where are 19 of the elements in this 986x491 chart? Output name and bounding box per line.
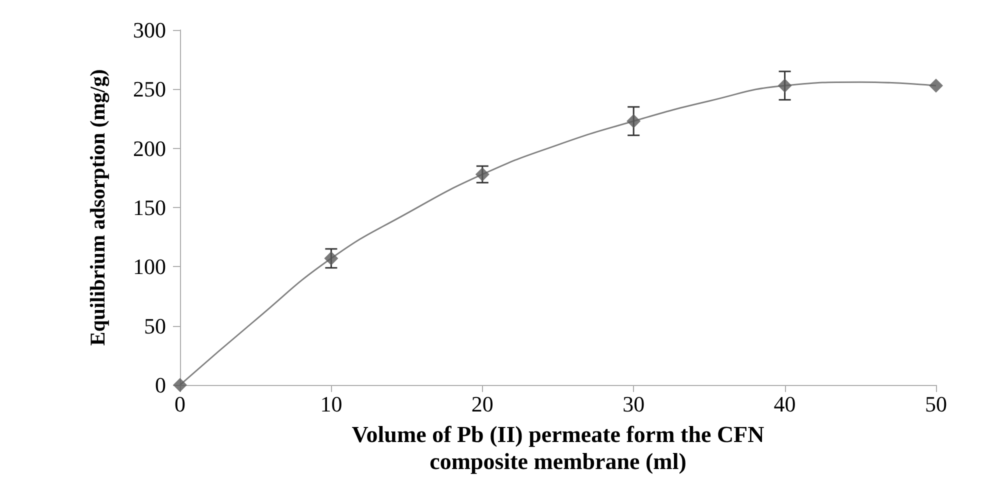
y-tick-label: 100 [133,254,166,280]
y-axis-title: Equilibrium adsorption (mg/g) [86,69,110,346]
point [626,114,641,128]
y-tick-label: 150 [133,195,166,220]
point [929,78,943,93]
x-tick-label: 40 [774,392,796,416]
point [778,78,792,93]
y-tick-label: 50 [144,313,166,338]
point [324,251,338,266]
y-tick-label: 300 [133,18,166,42]
x-tick-label: 20 [471,392,494,416]
x-tick-label: 0 [174,392,186,416]
x-tick-label: 30 [622,392,645,416]
x-tick-label: 50 [925,392,947,416]
x-axis-title: Volume of Pb (II) permeate form the CFN composite membrane (ml) [352,422,765,474]
y-tick-label: 0 [155,372,166,398]
y-tick-label: 250 [133,76,166,102]
y-tick-label: 200 [133,136,166,161]
x-tick-label: 10 [320,392,342,416]
